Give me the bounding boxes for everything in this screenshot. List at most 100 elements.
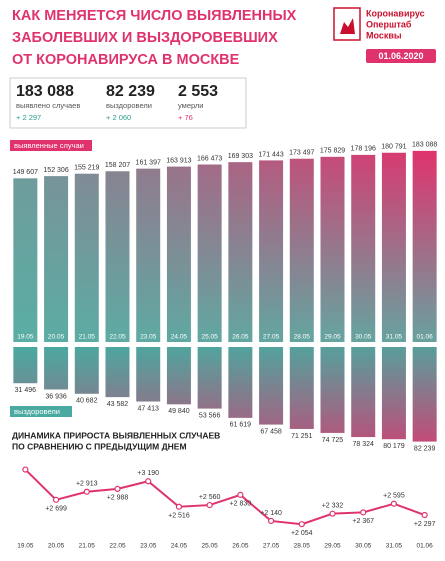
value-label: 82 239 [414,445,436,452]
value-label: +2 367 [352,518,374,525]
bar [13,347,38,384]
value-label: 152 306 [43,167,68,174]
bar [13,178,38,342]
date-badge [366,49,436,63]
value-label: +2 595 [383,493,405,500]
x-tick-label: 24.05 [171,543,188,550]
value-label: 173 497 [289,150,314,157]
x-tick-label: 27.05 [263,543,280,550]
x-tick-label: 31.05 [386,334,403,341]
bar [412,347,437,442]
stat-delta: + 2 060 [106,113,131,122]
bar [412,150,437,342]
logo-figure [340,18,355,34]
report-date: 01.06.2020 [378,51,423,61]
point [22,466,29,473]
x-tick-label: 23.05 [140,543,157,550]
x-tick-label: 21.05 [79,334,96,341]
title-line: КАК МЕНЯЕТСЯ ЧИСЛО ВЫЯВЛЕННЫХ [12,8,297,24]
stat-delta: + 76 [178,113,193,122]
logo-text: Оперштаб [366,19,412,29]
legend-tag [10,406,72,417]
x-tick-label: 23.05 [140,334,157,341]
point [267,517,275,525]
value-label: +2 913 [76,481,98,488]
title-line: ОТ КОРОНАВИРУСА В МОСКВЕ [12,52,240,68]
value-label: 183 088 [412,142,437,149]
value-label: 31 496 [15,387,37,394]
bar [105,347,130,398]
bar [44,176,69,342]
value-label: 43 582 [107,401,129,408]
point [390,500,398,507]
x-tick-label: 20.05 [48,543,65,550]
x-tick-label: 01.06 [417,334,434,341]
bar [289,158,314,342]
value-label: 53 566 [199,412,221,419]
value-label: 175 829 [320,148,345,155]
stat-value: 2 553 [178,83,218,100]
value-label: 171 443 [258,151,283,158]
point [114,485,121,492]
point [175,503,183,510]
value-label: 40 682 [76,398,98,405]
value-label: 80 179 [383,443,405,450]
point [298,521,305,528]
value-label: 158 207 [105,162,130,169]
x-tick-label: 24.05 [171,334,188,341]
value-label: +3 190 [137,470,159,477]
stat-delta: + 2 297 [16,113,41,122]
value-label: +2 988 [107,495,129,502]
x-tick-label: 30.05 [355,334,372,341]
legend-label: выздоровели [14,407,60,416]
logo-text: Москвы [366,30,402,40]
stat-value: 183 088 [16,83,74,100]
chart-title: ПО СРАВНЕНИЮ С ПРЕДЫДУЩИМ ДНЕМ [12,441,187,451]
x-tick-label: 31.05 [386,543,403,550]
point [360,509,367,516]
x-tick-label: 25.05 [202,334,219,341]
x-tick-label: 27.05 [263,334,280,341]
x-tick-label: 22.05 [109,543,126,550]
bar [320,156,345,342]
x-tick-label: 29.05 [324,334,341,341]
x-tick-label: 25.05 [202,543,219,550]
point [421,511,428,519]
x-tick-label: 19.05 [17,543,34,550]
bar [74,173,99,342]
bar [259,347,284,425]
bar [166,166,191,342]
stat-label: умерли [178,101,203,110]
bar [197,347,222,409]
point [83,488,90,495]
value-label: 163 913 [166,157,191,164]
logo-icon [333,7,361,41]
bar [74,347,99,394]
bar [228,347,253,418]
bar [105,171,130,342]
value-label: 180 791 [381,144,406,151]
bar [197,164,222,342]
point [206,501,213,509]
bar [289,347,314,429]
stat-label: выздоровели [106,101,152,110]
x-tick-label: 19.05 [17,334,34,341]
value-label: 161 397 [136,159,161,166]
stat-value: 82 239 [106,83,155,100]
value-label: 47 413 [138,405,160,412]
x-tick-label: 28.05 [294,543,311,550]
value-label: 61 619 [230,422,252,429]
x-tick-label: 01.06 [417,543,434,550]
bar [166,347,191,405]
value-label: 178 196 [351,146,376,153]
value-label: 36 936 [45,393,67,400]
logo-text: Коронавирус [366,8,425,18]
chart-title: ДИНАМИКА ПРИРОСТА ВЫЯВЛЕННЫХ СЛУЧАЕВ [12,430,220,440]
value-label: +2 140 [260,510,282,517]
value-label: 169 303 [228,153,253,160]
line [24,468,425,526]
x-tick-label: 26.05 [232,334,249,341]
point [329,510,336,517]
point [145,478,152,485]
